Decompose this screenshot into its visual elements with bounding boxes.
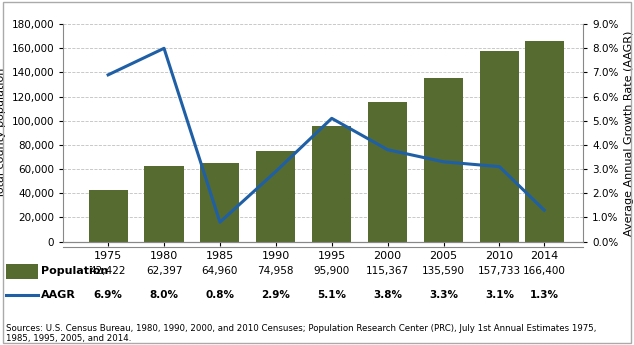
Text: 166,400: 166,400 <box>522 266 566 276</box>
Text: 115,367: 115,367 <box>366 266 409 276</box>
Text: Sources: U.S. Census Bureau, 1980, 1990, 2000, and 2010 Censuses; Population Res: Sources: U.S. Census Bureau, 1980, 1990,… <box>6 324 597 343</box>
Bar <box>145 166 184 242</box>
Bar <box>524 41 564 242</box>
Bar <box>312 126 351 242</box>
Bar <box>200 163 240 242</box>
Text: 3.8%: 3.8% <box>373 290 402 300</box>
Text: 62,397: 62,397 <box>146 266 182 276</box>
Text: 0.8%: 0.8% <box>205 290 235 300</box>
Text: 3.1%: 3.1% <box>485 290 514 300</box>
Text: 5.1%: 5.1% <box>317 290 346 300</box>
Text: 2.9%: 2.9% <box>261 290 290 300</box>
Text: 42,422: 42,422 <box>90 266 126 276</box>
Text: 64,960: 64,960 <box>202 266 238 276</box>
Y-axis label: Average Annual Growth Rate (AAGR): Average Annual Growth Rate (AAGR) <box>624 30 634 236</box>
Bar <box>256 151 295 242</box>
Text: 157,733: 157,733 <box>478 266 521 276</box>
Bar <box>480 51 519 241</box>
Text: AAGR: AAGR <box>41 290 76 300</box>
Text: 95,900: 95,900 <box>314 266 350 276</box>
Bar <box>368 102 407 242</box>
Bar <box>424 78 463 242</box>
Bar <box>89 190 127 242</box>
Text: 8.0%: 8.0% <box>150 290 179 300</box>
Y-axis label: Total county population: Total county population <box>0 68 6 198</box>
Text: 135,590: 135,590 <box>422 266 465 276</box>
Text: 6.9%: 6.9% <box>94 290 122 300</box>
Text: Population: Population <box>41 266 108 276</box>
Text: 1.3%: 1.3% <box>529 290 559 300</box>
Text: 74,958: 74,958 <box>257 266 294 276</box>
Text: 3.3%: 3.3% <box>429 290 458 300</box>
